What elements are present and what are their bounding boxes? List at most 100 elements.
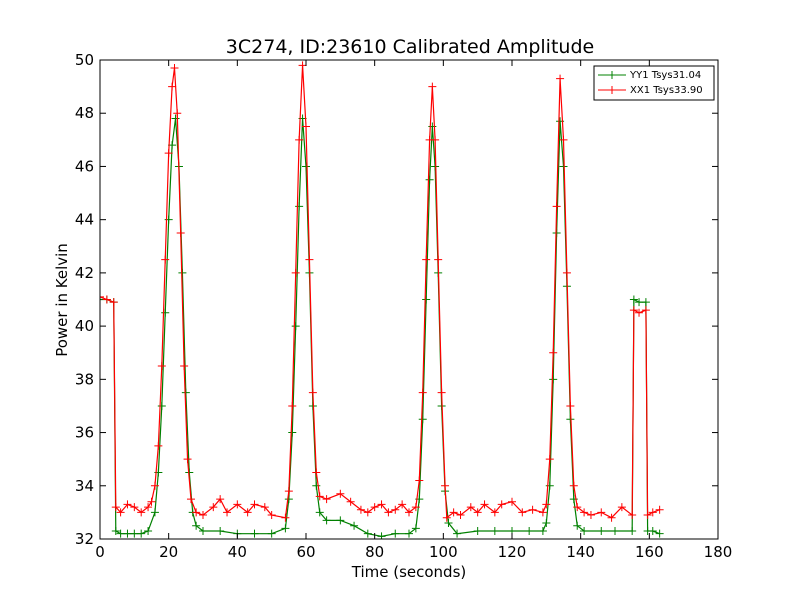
point-0-61 — [538, 527, 547, 536]
point-1-24 — [209, 503, 218, 512]
point-1-89 — [607, 513, 616, 522]
y-tick-label-1: 34 — [75, 477, 94, 495]
point-0-28 — [284, 495, 293, 504]
point-1-19 — [180, 362, 189, 371]
point-1-73 — [518, 508, 527, 517]
y-tick-label-2: 36 — [75, 424, 94, 442]
point-1-0 — [100, 292, 104, 301]
point-0-63 — [545, 481, 554, 490]
point-1-30 — [260, 503, 269, 512]
point-0-5 — [123, 529, 132, 538]
series-layer — [100, 61, 664, 539]
point-0-55 — [444, 519, 453, 528]
point-1-72 — [508, 497, 516, 506]
y-axis-title: Power in Kelvin — [53, 243, 71, 357]
point-1-28 — [243, 508, 252, 517]
point-0-29 — [288, 428, 297, 437]
series-1 — [100, 61, 664, 522]
point-1-68 — [473, 508, 482, 517]
point-1-52 — [398, 500, 407, 509]
y-tick-label-0: 32 — [75, 530, 94, 548]
point-1-8 — [144, 503, 153, 512]
point-0-81 — [655, 529, 664, 538]
point-1-2 — [109, 298, 118, 307]
point-0-67 — [559, 162, 568, 171]
point-1-4 — [116, 508, 125, 517]
point-0-6 — [130, 529, 139, 538]
point-0-4 — [116, 529, 125, 538]
point-1-65 — [449, 508, 458, 517]
x-tick-label-2: 40 — [228, 543, 247, 561]
series-line-1 — [100, 65, 660, 519]
point-0-31 — [295, 202, 304, 211]
x-tick-label-5: 100 — [429, 543, 458, 561]
point-1-14 — [164, 149, 173, 158]
plot-frame — [99, 59, 719, 540]
point-0-7 — [137, 529, 146, 538]
x-tick-label-3: 60 — [296, 543, 315, 561]
point-1-62 — [437, 388, 446, 397]
legend-marker-yy1 — [608, 71, 616, 79]
point-0-80 — [648, 527, 657, 536]
point-0-36 — [312, 481, 321, 490]
point-0-0 — [100, 295, 104, 304]
point-1-11 — [154, 441, 163, 450]
point-0-25 — [250, 529, 259, 538]
point-1-1 — [102, 295, 111, 304]
point-0-78 — [641, 298, 650, 307]
x-tick-label-4: 80 — [365, 543, 384, 561]
point-1-38 — [302, 122, 310, 131]
point-0-41 — [363, 529, 372, 538]
point-1-48 — [370, 503, 379, 512]
y-tick-label-5: 42 — [75, 264, 94, 282]
point-1-45 — [346, 497, 355, 506]
point-0-57 — [473, 527, 482, 536]
point-1-55 — [415, 476, 424, 485]
point-0-39 — [336, 516, 345, 525]
point-0-77 — [635, 298, 644, 307]
point-1-56 — [418, 388, 427, 397]
point-1-22 — [192, 508, 201, 517]
point-1-86 — [580, 508, 589, 517]
point-1-20 — [183, 455, 192, 464]
point-0-23 — [216, 527, 225, 536]
point-1-66 — [456, 511, 465, 520]
point-0-30 — [291, 322, 300, 331]
legend-marker-xx1 — [608, 86, 616, 94]
point-1-29 — [250, 500, 259, 509]
point-0-75 — [628, 527, 637, 536]
x-axis-title: Time (seconds) — [351, 563, 467, 581]
point-0-43 — [391, 529, 400, 538]
x-tick-label-6: 120 — [498, 543, 527, 561]
point-1-88 — [597, 508, 606, 517]
point-0-72 — [580, 527, 589, 536]
point-1-26 — [223, 508, 232, 517]
point-1-80 — [556, 74, 565, 83]
point-0-3 — [111, 527, 120, 536]
point-0-71 — [573, 521, 582, 530]
y-tick-label-7: 46 — [75, 157, 94, 175]
point-1-43 — [322, 495, 331, 504]
point-1-83 — [566, 401, 575, 410]
point-0-47 — [418, 415, 427, 424]
point-1-95 — [643, 511, 652, 520]
point-1-21 — [186, 495, 195, 504]
x-tick-label-1: 20 — [159, 543, 178, 561]
point-0-60 — [525, 527, 534, 536]
point-1-85 — [573, 503, 582, 512]
point-1-5 — [123, 500, 132, 509]
point-0-76 — [629, 295, 638, 304]
point-1-93 — [635, 308, 644, 317]
point-1-10 — [150, 481, 159, 490]
point-1-53 — [405, 508, 413, 517]
point-1-40 — [308, 388, 317, 397]
point-1-44 — [336, 489, 345, 498]
point-0-18 — [181, 388, 190, 397]
point-0-8 — [144, 527, 153, 536]
point-1-63 — [441, 481, 450, 490]
y-tick-label-4: 40 — [75, 317, 94, 335]
point-0-50 — [428, 122, 437, 131]
point-1-96 — [648, 508, 657, 517]
point-1-90 — [617, 503, 626, 512]
point-1-49 — [377, 500, 386, 509]
